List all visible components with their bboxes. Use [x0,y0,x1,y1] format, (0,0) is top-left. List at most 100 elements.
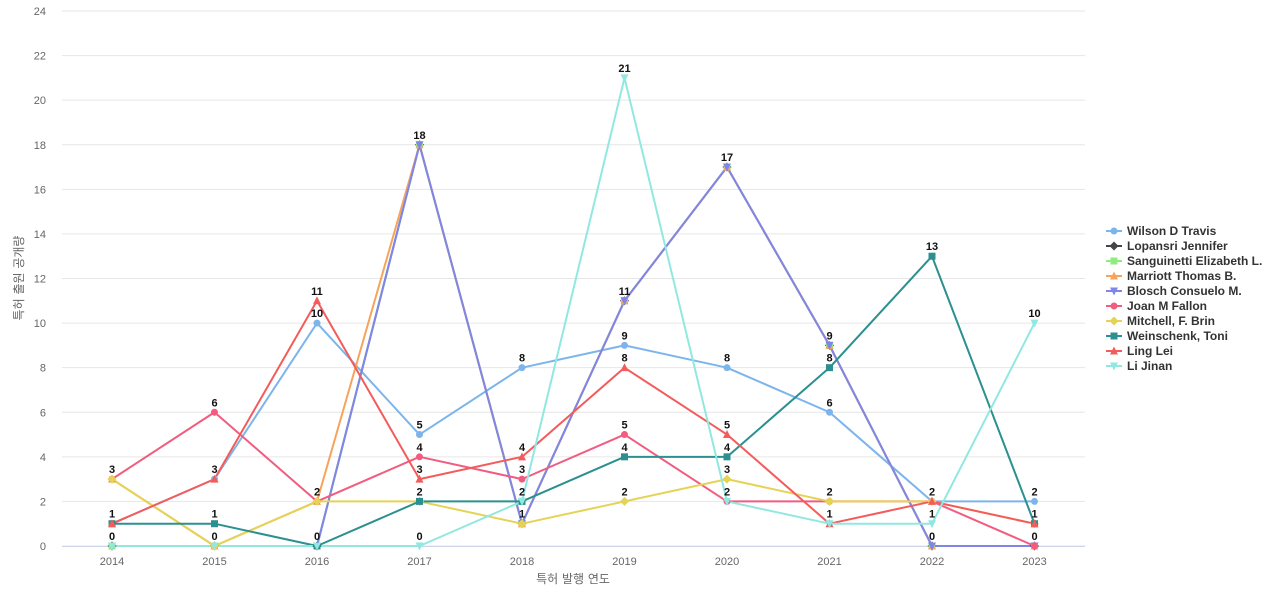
data-label: 4 [519,442,526,454]
data-point-wilson-d-travis [723,364,731,372]
data-point-li-jinan [620,74,629,83]
legend-label: Blosch Consuelo M. [1127,284,1242,298]
y-axis-title: 특허 출원 공개량 [12,236,26,321]
data-label: 3 [724,464,730,476]
y-tick-label: 18 [34,140,46,152]
data-point-joan-m-fallon [621,431,628,439]
legend-label: Lopansri Jennifer [1127,239,1228,253]
legend-marker [1109,241,1119,251]
y-tick-label: 2 [40,496,46,508]
legend-label: Joan M Fallon [1127,299,1207,313]
legend-item-blosch-consuelo-m[interactable]: Blosch Consuelo M. [1106,284,1242,298]
y-tick-label: 14 [34,229,46,241]
legend-item-lopansri-jennifer[interactable]: Lopansri Jennifer [1106,239,1228,253]
y-tick-label: 22 [34,51,46,63]
data-label: 0 [314,531,320,543]
legend-item-ling-lei[interactable]: Ling Lei [1106,344,1173,358]
legend-label: Weinschenk, Toni [1127,329,1228,343]
series-line-marriott-thomas-b [111,143,1036,547]
data-point-weinschenk-toni [723,453,731,461]
legend-marker [1110,227,1118,235]
data-label: 5 [724,420,730,432]
data-label: 2 [519,486,525,498]
legend-item-mitchell-f-brin[interactable]: Mitchell, F. Brin [1106,314,1215,328]
data-point-mitchell-f-brin [722,474,732,484]
data-point-wilson-d-travis [518,364,526,372]
data-point-wilson-d-travis [1031,497,1038,505]
data-labels: 3106310111020185432084321211198542178543… [109,63,1041,543]
series-line-sanguinetti-elizabeth-l [111,143,1036,547]
data-point-li-jinan [108,542,116,551]
data-point-weinschenk-toni [416,497,423,505]
data-label: 2 [826,486,832,498]
data-point-wilson-d-travis [416,431,423,439]
x-tick-label: 2022 [920,556,944,568]
data-point-joan-m-fallon [416,453,423,461]
legend-label: Mitchell, F. Brin [1127,314,1215,328]
data-label: 21 [618,63,630,75]
legend-marker [1110,362,1118,371]
data-point-blosch-consuelo-m [415,141,424,150]
data-point-joan-m-fallon [211,408,218,416]
legend-item-li-jinan[interactable]: Li Jinan [1106,359,1172,373]
x-tick-label: 2023 [1022,556,1046,568]
legend-label: Li Jinan [1127,359,1172,373]
y-tick-label: 10 [34,318,46,330]
data-label: 4 [621,442,628,454]
data-label: 0 [929,531,935,543]
data-point-li-jinan [313,542,321,551]
legend-label: Marriott Thomas B. [1127,269,1236,283]
data-label: 10 [1028,308,1040,320]
y-tick-label: 24 [34,6,46,18]
y-tick-label: 8 [40,363,46,375]
legend-marker [1110,287,1118,296]
data-label: 8 [621,353,627,365]
y-tick-label: 12 [34,274,46,286]
data-point-weinschenk-toni [211,520,218,528]
data-label: 1 [1031,509,1037,521]
series-line-li-jinan [111,76,1036,547]
legend-marker [1110,302,1118,310]
series-line-ling-lei [111,299,1036,525]
legend-marker [1110,271,1118,280]
legend-marker [1110,332,1118,340]
legend-marker [1109,316,1119,326]
legend-item-marriott-thomas-b[interactable]: Marriott Thomas B. [1106,269,1236,283]
series-markers [107,74,1039,551]
y-tick-label: 16 [34,184,46,196]
x-tick-label: 2014 [100,556,124,568]
data-label: 3 [519,464,525,476]
y-tick-label: 4 [40,452,46,464]
data-point-blosch-consuelo-m [620,297,629,306]
legend-label: Sanguinetti Elizabeth L. [1127,254,1262,268]
x-tick-label: 2019 [612,556,636,568]
legend-item-weinschenk-toni[interactable]: Weinschenk, Toni [1106,329,1228,343]
legend-item-wilson-d-travis[interactable]: Wilson D Travis [1106,224,1217,238]
data-label: 0 [416,531,422,543]
data-point-blosch-consuelo-m [825,341,834,350]
x-tick-label: 2018 [510,556,534,568]
data-label: 18 [413,130,425,142]
legend-label: Ling Lei [1127,344,1173,358]
legend-marker [1110,257,1118,265]
series-line-weinschenk-toni [111,255,1036,547]
series-line-blosch-consuelo-m [111,143,1036,547]
data-label: 0 [211,531,217,543]
legend-item-joan-m-fallon[interactable]: Joan M Fallon [1106,299,1207,313]
legend-label: Wilson D Travis [1127,224,1217,238]
data-label: 2 [929,486,935,498]
data-point-ling-lei [313,296,321,305]
data-point-blosch-consuelo-m [723,163,731,172]
data-label: 17 [721,152,733,164]
data-point-ling-lei [518,452,526,461]
legend-item-sanguinetti-elizabeth-l[interactable]: Sanguinetti Elizabeth L. [1106,254,1262,268]
data-point-weinschenk-toni [928,252,936,260]
data-label: 11 [311,286,323,298]
data-label: 5 [621,420,627,432]
x-tick-label: 2016 [305,556,329,568]
data-label: 13 [926,241,938,253]
data-label: 6 [211,397,217,409]
data-label: 1 [826,509,832,521]
